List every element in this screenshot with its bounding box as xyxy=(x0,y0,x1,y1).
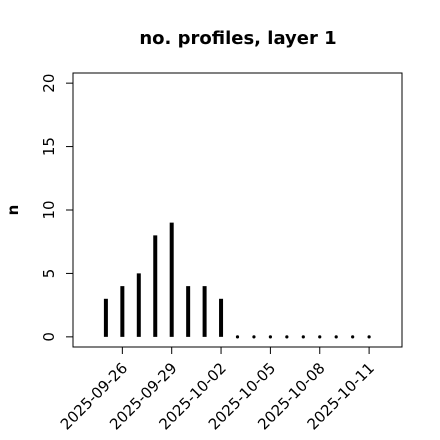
zero-point xyxy=(235,335,240,339)
zero-point xyxy=(318,335,322,339)
y-tick-label: 5 xyxy=(40,269,58,279)
zero-point xyxy=(285,335,289,339)
y-tick-label: 20 xyxy=(40,74,58,93)
y-tick-label: 0 xyxy=(40,332,58,342)
zero-point xyxy=(252,335,256,339)
y-tick-label: 10 xyxy=(40,200,58,219)
zero-point xyxy=(268,335,272,339)
zero-point xyxy=(367,335,371,339)
zero-point xyxy=(351,335,355,339)
y-tick-label: 15 xyxy=(40,137,58,156)
chart-title: no. profiles, layer 1 xyxy=(139,28,336,49)
zero-point xyxy=(301,335,305,339)
y-axis-label: n xyxy=(4,205,22,216)
zero-point xyxy=(334,335,338,339)
